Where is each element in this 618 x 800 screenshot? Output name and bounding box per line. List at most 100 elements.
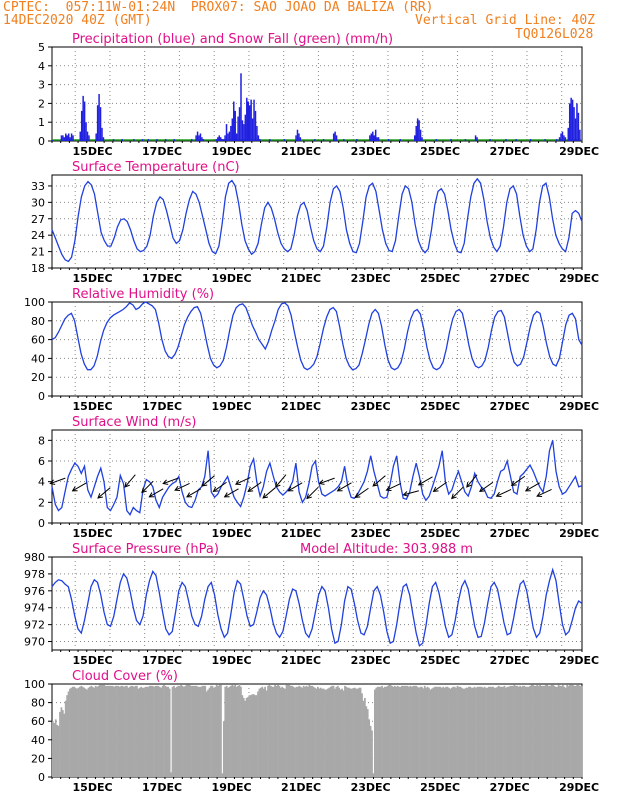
cloud-bar — [309, 685, 312, 777]
cloud-bar — [137, 688, 140, 777]
wind-arrow — [511, 475, 526, 486]
y-tick-label: 30 — [31, 196, 45, 209]
precip-bar — [217, 137, 219, 141]
y-tick-label: 33 — [31, 180, 45, 193]
y-tick-label: 3 — [38, 79, 45, 92]
cloud-bar — [459, 686, 462, 777]
x-date-label: 23DEC — [351, 145, 391, 158]
wind-arrow — [337, 482, 352, 492]
cloud-bar — [285, 684, 288, 777]
cloud-bar — [255, 695, 258, 777]
model-altitude-label: Model Altitude: 303.988 m — [300, 542, 473, 557]
precip-bar — [238, 107, 241, 141]
precip-bar — [563, 135, 565, 141]
x-date-label: 23DEC — [351, 781, 391, 794]
cloud-bar — [89, 686, 91, 777]
cloud-bar — [468, 686, 470, 777]
cloud-bar — [54, 719, 57, 777]
cloud-bar — [131, 685, 134, 777]
precip-bar — [560, 133, 562, 141]
wind-arrow — [124, 474, 136, 488]
cloud-bar — [191, 685, 194, 777]
cloud-bar — [403, 685, 406, 777]
wind-arrow — [163, 477, 179, 485]
cloud-bar — [71, 686, 74, 777]
panel-frame-precip — [51, 46, 583, 142]
cloud-bar — [435, 686, 437, 777]
precip-bar — [215, 139, 218, 141]
cloud-bar — [428, 687, 430, 777]
precip-bar — [257, 135, 260, 141]
cloud-bar — [577, 684, 580, 777]
cloud-bar — [393, 685, 396, 777]
cloud-bar — [165, 686, 168, 777]
precip-bar — [101, 127, 103, 141]
wind-arrow — [235, 476, 251, 485]
wind-arrow-head — [510, 480, 517, 487]
x-date-label: 27DEC — [490, 272, 530, 285]
y-tick-label: 4 — [38, 476, 45, 489]
cloud-bar — [368, 719, 371, 777]
cloud-bar — [279, 687, 282, 777]
wind-arrow-head — [385, 485, 392, 492]
cloud-bar — [110, 685, 113, 777]
wind-arrow — [201, 475, 215, 487]
cloud-bar — [516, 685, 519, 777]
x-date-label: 25DEC — [420, 145, 460, 158]
cloud-bar — [391, 685, 393, 777]
wind-arrow — [247, 481, 262, 492]
cloud-bar — [100, 684, 103, 777]
cloud-bar — [81, 686, 84, 777]
precip-bar — [237, 116, 239, 141]
cloud-bar — [354, 687, 356, 777]
cloud-bar — [116, 685, 118, 777]
precip-bar — [191, 139, 193, 141]
cloud-bar — [477, 686, 480, 777]
cloud-bar — [398, 686, 400, 777]
x-date-label: 17DEC — [142, 145, 182, 158]
cloud-bar — [53, 723, 56, 777]
run-date: 14DEC2020 40Z (GMT) — [3, 13, 152, 28]
cloud-bar — [453, 686, 456, 777]
cloud-bar — [422, 688, 425, 777]
wind-arrow — [149, 488, 164, 498]
cloud-bar — [113, 686, 115, 777]
precip-bar — [79, 131, 82, 141]
precip-bar — [234, 110, 236, 141]
cloud-bar — [317, 686, 319, 777]
cloud-bar — [269, 685, 272, 777]
precip-bar — [248, 105, 251, 141]
precip-bar — [332, 133, 335, 141]
cloud-bar — [445, 686, 447, 777]
cloud-bar — [257, 691, 259, 777]
cloud-bar — [295, 686, 298, 777]
cloud-bar — [563, 686, 566, 777]
cloud-bar — [215, 684, 218, 777]
cloud-bar — [245, 697, 248, 777]
precip-bar — [224, 135, 226, 141]
cloud-bar — [124, 685, 127, 777]
precip-bar — [256, 125, 258, 141]
precip-bar — [240, 73, 242, 141]
wind-arrow-head — [186, 492, 192, 498]
wind-arrow-head — [495, 491, 502, 498]
cloud-bar — [425, 687, 428, 777]
x-date-label: 15DEC — [73, 272, 113, 285]
cloud-bar — [311, 685, 314, 777]
precip-bar — [570, 97, 572, 141]
cloud-bar — [123, 686, 125, 777]
x-date-label: 17DEC — [142, 400, 182, 413]
cloud-bar — [430, 688, 433, 777]
cloud-bar — [569, 684, 571, 777]
series-line-wind — [51, 440, 583, 516]
precip-bar — [67, 133, 70, 141]
y-tick-label: 1 — [38, 116, 45, 129]
y-tick-label: 40 — [31, 734, 45, 747]
precip-bar — [579, 129, 581, 141]
model-code: TQ0126L028 — [515, 27, 594, 42]
cloud-bar — [171, 686, 174, 777]
cloud-bar — [288, 684, 291, 777]
cloud-bar — [472, 687, 475, 777]
cloud-bar — [284, 688, 286, 777]
cloud-bar — [473, 686, 476, 777]
